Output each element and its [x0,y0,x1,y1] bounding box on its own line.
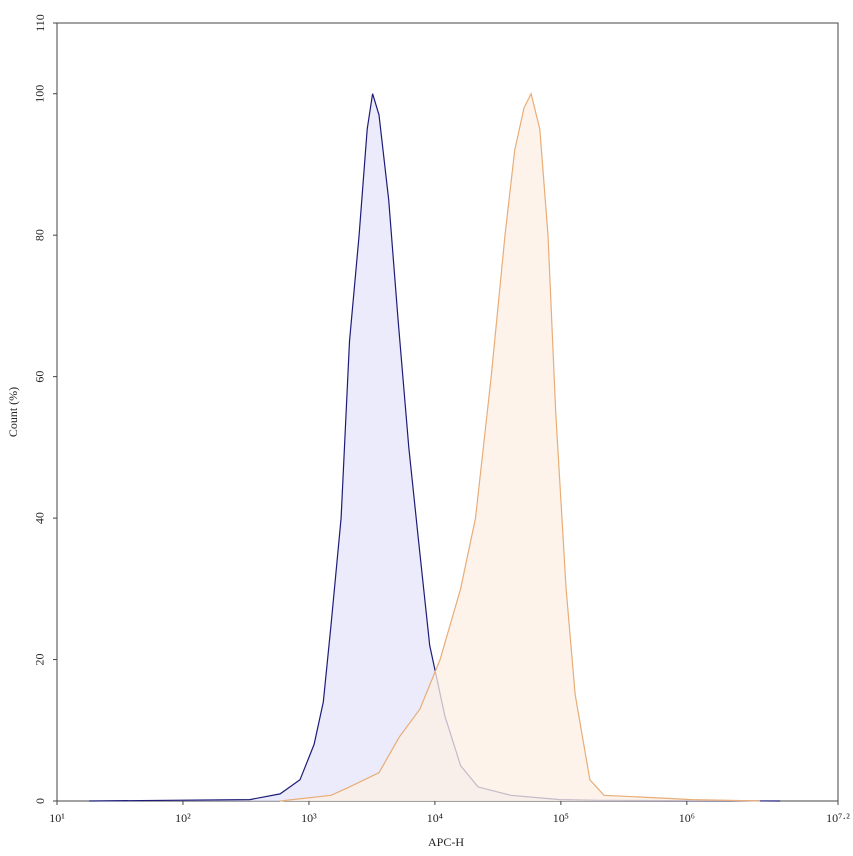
histogram-line [280,91,760,802]
x-tick-label: 10⁴ [427,811,443,825]
area-fill [280,93,760,801]
x-tick-label: 10³ [301,811,317,825]
y-tick-label: 60 [33,371,47,383]
y-tick-label: 0 [33,798,47,804]
y-tick-label: 110 [33,14,47,32]
x-axis-label: APC-H [428,835,464,849]
x-tick-label: 10¹ [49,811,65,825]
y-axis-label: Count (%) [6,387,20,437]
y-tick-label: 20 [33,654,47,666]
y-tick-label: 80 [33,229,47,241]
x-tick-label: 10² [175,811,191,825]
y-tick-label: 40 [33,512,47,524]
x-tick-label: 10⁶ [679,811,695,825]
y-tick-label: 100 [33,85,47,103]
x-tick-label: 10⁷·² [826,811,850,825]
x-tick-label: 10⁵ [553,811,569,825]
